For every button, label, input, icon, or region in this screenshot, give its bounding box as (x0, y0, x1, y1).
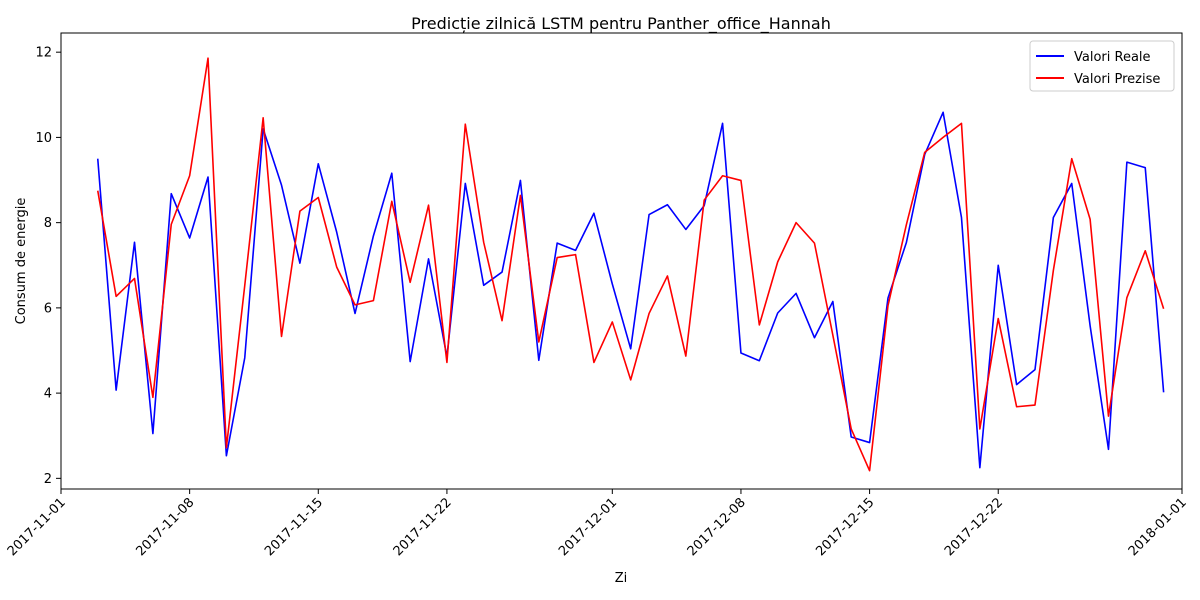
x-tick-label: 2017-12-08 (685, 495, 749, 559)
x-tick-label: 2017-11-01 (5, 495, 69, 559)
x-axis-label: Zi (615, 571, 628, 586)
legend-label-predicted: Valori Prezise (1074, 72, 1160, 87)
y-tick-label: 12 (35, 46, 52, 61)
legend-box (1029, 40, 1175, 92)
x-tick-label: 2017-12-01 (556, 495, 620, 559)
legend: Valori Reale Valori Prezise (1029, 40, 1175, 92)
y-tick-label: 10 (35, 131, 52, 146)
x-tick-label: 2017-12-22 (942, 495, 1006, 559)
plot-frame (60, 32, 1183, 490)
chart-title: Predicție zilnică LSTM pentru Panther_of… (411, 14, 831, 34)
y-tick-label: 4 (44, 387, 52, 402)
x-tick-label: 2018-01-01 (1126, 495, 1190, 559)
y-tick-label: 2 (44, 472, 52, 487)
y-axis: 2 4 6 8 10 12 (35, 46, 61, 487)
x-tick-label: 2017-11-22 (391, 495, 455, 559)
x-tick-label: 2017-11-08 (133, 495, 197, 559)
x-axis: 2017-11-01 2017-11-08 2017-11-15 2017-11-22… (5, 489, 1190, 559)
y-tick-label: 8 (44, 216, 52, 231)
lines-layer (96, 57, 1165, 472)
x-tick-label: 2017-12-15 (813, 495, 877, 559)
y-tick-label: 6 (44, 301, 52, 316)
x-tick-label: 2017-11-15 (262, 495, 326, 559)
y-axis-label: Consum de energie (14, 198, 29, 325)
series-line-predicted (96, 57, 1165, 472)
legend-label-real: Valori Reale (1074, 50, 1151, 65)
series-line-real (96, 111, 1165, 469)
